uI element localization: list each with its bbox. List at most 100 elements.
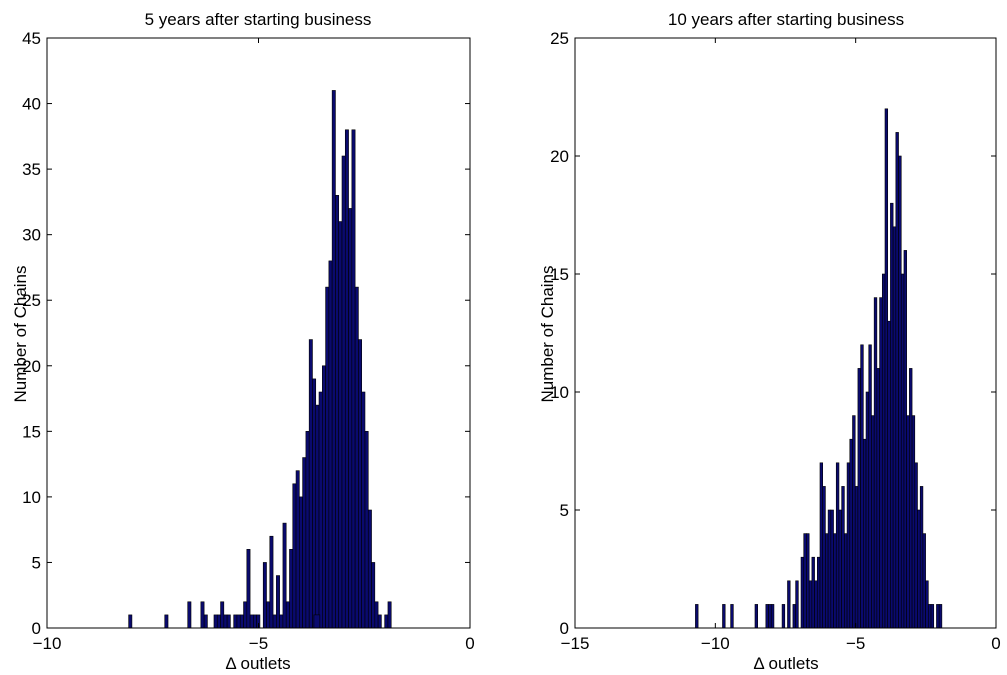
histogram-bar xyxy=(128,614,133,629)
histogram-bar xyxy=(890,202,894,629)
y-tick-label: 20 xyxy=(22,357,41,376)
histogram-bar xyxy=(384,614,389,629)
histogram-bar xyxy=(322,365,326,629)
bars-group xyxy=(128,90,392,629)
histogram-bar xyxy=(308,339,313,629)
histogram-bar xyxy=(358,339,362,629)
ticks-group: −10 −5 0 0 5 10 15 20 25 30 35 40 45 xyxy=(22,29,475,653)
histogram-bar xyxy=(811,556,815,629)
histogram-bar xyxy=(892,226,897,629)
histogram-bar xyxy=(722,604,726,629)
histogram-bar xyxy=(803,533,807,629)
histogram-bar xyxy=(873,297,878,629)
x-tick-label: 0 xyxy=(465,634,474,653)
histogram-bar xyxy=(844,533,848,629)
y-tick-label: 45 xyxy=(22,29,41,48)
y-tick-label: 5 xyxy=(560,501,569,520)
histogram-bar xyxy=(911,415,916,629)
histogram-bar xyxy=(335,195,340,629)
histogram-bar xyxy=(364,431,369,629)
histogram-bar xyxy=(203,614,208,629)
histogram-bar xyxy=(827,509,832,629)
chart-panel-right: 10 years after starting business Δ outle… xyxy=(538,10,1001,673)
histogram-bar xyxy=(253,614,257,629)
histogram-bar xyxy=(857,368,861,629)
histogram-bar xyxy=(781,604,786,629)
histogram-bar xyxy=(272,614,277,629)
histogram-bar xyxy=(928,604,932,629)
histogram-bar xyxy=(795,580,799,629)
histogram-bar xyxy=(262,562,267,629)
histogram-bar xyxy=(312,378,317,629)
histogram-bar xyxy=(800,556,805,629)
histogram-bar xyxy=(361,391,366,629)
histogram-bar xyxy=(787,580,791,629)
histogram-bar xyxy=(213,614,218,629)
axes-frame xyxy=(46,37,471,629)
x-tick-label: −5 xyxy=(846,634,865,653)
histogram-bar xyxy=(351,129,356,629)
histogram-bar xyxy=(223,614,228,629)
histogram-bar xyxy=(331,90,336,629)
histogram-bar xyxy=(279,614,284,629)
histogram-bar xyxy=(341,155,346,629)
y-tick-label: 35 xyxy=(22,160,41,179)
histogram-bar xyxy=(276,575,280,629)
axes-frame xyxy=(574,37,997,629)
histogram-bar xyxy=(236,614,241,629)
x-tick-label: −10 xyxy=(701,634,730,653)
histogram-bar xyxy=(187,601,192,629)
histogram-bar xyxy=(852,415,856,629)
histogram-bar xyxy=(900,273,905,629)
histogram-bar xyxy=(239,614,244,629)
histogram-bar xyxy=(730,604,734,629)
histogram-bar xyxy=(925,580,929,629)
histogram-bar xyxy=(922,533,926,629)
histogram-bar xyxy=(246,549,251,629)
histogram-bar xyxy=(344,129,349,629)
histogram-bar xyxy=(938,604,943,629)
y-axis-label: Number of Chains xyxy=(11,265,30,402)
histogram-bar xyxy=(313,614,321,629)
histogram-bar xyxy=(903,250,907,629)
histogram-bar xyxy=(285,601,290,629)
histogram-bar xyxy=(765,604,769,629)
chart-title: 10 years after starting business xyxy=(668,10,904,29)
y-tick-label: 20 xyxy=(550,147,569,166)
chart-panel-left: 5 years after starting business Δ outlet… xyxy=(11,10,475,673)
histogram-bar xyxy=(367,509,372,629)
histogram-bar xyxy=(849,438,853,629)
histogram-bar xyxy=(164,614,169,629)
y-axis-label: Number of Chains xyxy=(538,265,557,402)
x-axis-label: Δ outlets xyxy=(225,654,290,673)
y-tick-label: 10 xyxy=(22,488,41,507)
histogram-bar xyxy=(876,368,880,629)
histogram-bar xyxy=(806,533,810,629)
histogram-bar xyxy=(249,614,254,629)
histogram-bar xyxy=(819,462,823,629)
histogram-bar xyxy=(374,601,379,629)
histogram-bar xyxy=(917,509,921,629)
histogram-bar xyxy=(830,509,834,629)
histogram-bar xyxy=(814,580,818,629)
histogram-bar xyxy=(282,522,287,629)
histogram-bar xyxy=(216,614,221,629)
histogram-bar xyxy=(387,601,392,629)
histogram-bar xyxy=(338,221,343,629)
histogram-bar xyxy=(233,614,238,629)
histogram-bar xyxy=(292,483,297,629)
histogram-bar xyxy=(315,404,320,629)
histogram-bar xyxy=(792,604,796,629)
histogram-bar xyxy=(825,533,829,629)
histogram-bar xyxy=(863,438,867,629)
histogram-bar xyxy=(879,297,883,629)
y-tick-label: 30 xyxy=(22,226,41,245)
y-tick-label: 0 xyxy=(560,619,569,638)
histogram-bar xyxy=(868,344,872,629)
histogram-bar xyxy=(833,533,837,629)
x-axis-label: Δ outlets xyxy=(753,654,818,673)
histogram-bar xyxy=(302,457,307,629)
y-tick-label: 5 xyxy=(32,553,41,572)
histogram-bar xyxy=(835,462,840,629)
histogram-bar xyxy=(243,601,248,629)
